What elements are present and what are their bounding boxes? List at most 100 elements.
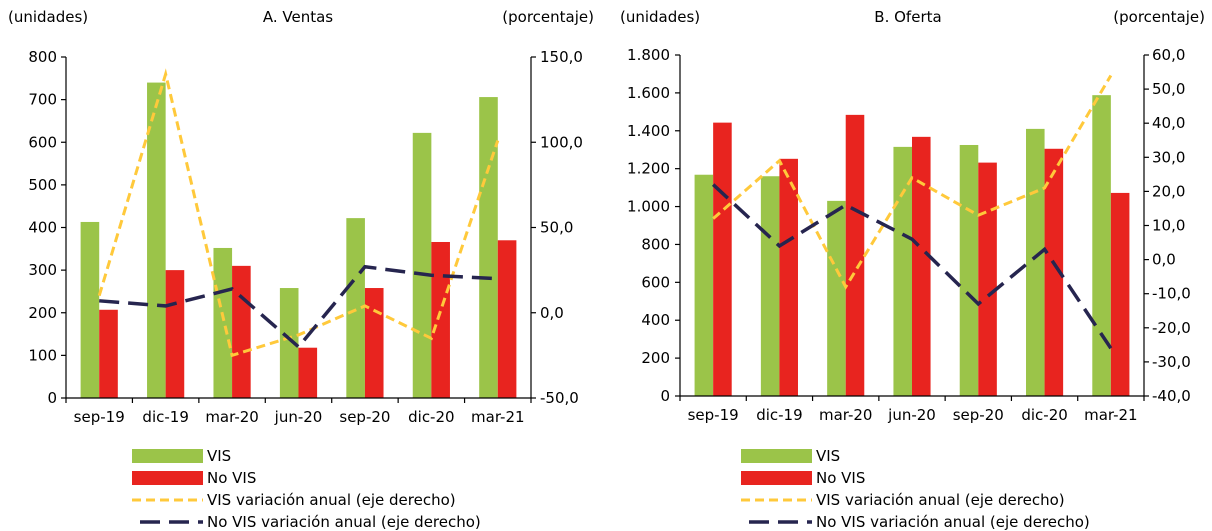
legend-swatch-novis [132, 471, 203, 485]
left-tick-label: 1.400 [627, 122, 670, 140]
left-tick-label: 600 [641, 273, 670, 291]
right-tick-label: 50,0 [540, 219, 573, 237]
legend-label-novis_line: No VIS variación anual (eje derecho) [816, 513, 1090, 531]
left-tick-label: 1.000 [627, 198, 670, 216]
bar-novis-jun-20 [912, 136, 931, 396]
x-tick-label: mar-21 [471, 408, 525, 426]
bar-novis-jun-20 [298, 347, 318, 398]
right-tick-label: 150,0 [540, 48, 583, 66]
right-tick-label: -40,0 [1152, 387, 1191, 405]
legend-label-novis: No VIS [207, 469, 256, 487]
left-tick-label: 400 [28, 219, 57, 237]
legend: VIS No VIS VIS variación anual (eje derech… [741, 447, 1090, 531]
legend-swatch-vis [741, 449, 812, 463]
right-tick-label: 30,0 [1152, 148, 1185, 166]
right-tick-label: 10,0 [1152, 217, 1185, 235]
right-tick-label: 40,0 [1152, 114, 1185, 132]
bar-vis-sep-20 [959, 144, 979, 396]
bar-vis-dic-20 [1026, 128, 1045, 396]
bar-vis-dic-19 [760, 176, 780, 396]
legend-label-novis: No VIS [816, 469, 865, 487]
bar-vis-mar-21 [479, 97, 498, 398]
right-axis-unit-label: (porcentaje) [502, 8, 594, 26]
line-novis-variacion [99, 264, 498, 350]
legend-label-vis: VIS [816, 447, 840, 465]
x-tick-label: dic-20 [408, 408, 454, 426]
bar-novis-mar-21 [1110, 192, 1130, 396]
right-tick-label: -10,0 [1152, 285, 1191, 303]
right-tick-label: 50,0 [1152, 80, 1185, 98]
bar-vis-mar-20 [827, 200, 846, 396]
x-tick-label: jun-20 [887, 406, 936, 424]
left-tick-label: 500 [28, 176, 57, 194]
bar-novis-dic-20 [1044, 148, 1064, 396]
left-tick-label: 1.600 [627, 84, 670, 102]
left-tick-label: 0 [47, 389, 57, 407]
right-tick-label: -20,0 [1152, 319, 1191, 337]
bar-novis-sep-20 [978, 162, 997, 396]
right-tick-label: 0,0 [540, 304, 564, 322]
legend-label-vis: VIS [207, 447, 231, 465]
bar-vis-sep-20 [346, 218, 365, 398]
bar-vis-dic-19 [147, 82, 166, 398]
right-tick-label: 0,0 [1152, 251, 1176, 269]
right-tick-label: 60,0 [1152, 46, 1185, 64]
chart-title: A. Ventas [263, 8, 333, 26]
bar-novis-dic-20 [431, 241, 450, 398]
legend-swatch-vis [132, 449, 203, 463]
right-tick-label: -50,0 [540, 389, 579, 407]
bar-vis-sep-19 [694, 174, 714, 396]
left-tick-label: 700 [28, 91, 57, 109]
bar-vis-sep-19 [80, 221, 100, 398]
left-tick-label: 0 [660, 387, 670, 405]
bar-vis-dic-20 [412, 132, 432, 398]
left-axis-unit-label: (unidades) [8, 8, 88, 26]
bar-vis-mar-21 [1092, 95, 1111, 396]
x-tick-label: mar-21 [1084, 406, 1138, 424]
left-tick-label: 200 [641, 349, 670, 367]
x-tick-label: dic-20 [1021, 406, 1067, 424]
left-tick-label: 400 [641, 311, 670, 329]
bar-vis-jun-20 [279, 288, 299, 398]
legend-label-novis_line: No VIS variación anual (eje derecho) [207, 513, 481, 531]
legend-swatch-novis [741, 471, 812, 485]
x-tick-label: sep-19 [688, 406, 739, 424]
chart-title: B. Oferta [874, 8, 941, 26]
left-tick-label: 200 [28, 304, 57, 322]
x-tick-label: sep-19 [74, 408, 125, 426]
bar-vis-mar-20 [213, 247, 233, 398]
bar-novis-mar-20 [232, 265, 251, 398]
left-tick-label: 300 [28, 261, 57, 279]
bar-novis-sep-19 [99, 309, 118, 398]
left-tick-label: 1.200 [627, 160, 670, 178]
x-tick-label: dic-19 [756, 406, 802, 424]
legend-label-vis_line: VIS variación anual (eje derecho) [207, 491, 456, 509]
right-tick-label: 20,0 [1152, 182, 1185, 200]
line-vis-variacion [712, 74, 1113, 290]
left-tick-label: 100 [28, 346, 57, 364]
bar-novis-dic-19 [779, 158, 798, 396]
right-tick-label: -30,0 [1152, 353, 1191, 371]
bar-vis-jun-20 [893, 146, 912, 396]
x-tick-label: mar-20 [205, 408, 259, 426]
left-tick-label: 1.800 [627, 46, 670, 64]
left-tick-label: 600 [28, 133, 57, 151]
chart-panel-ventas: (unidades) A. Ventas (porcentaje) 0 100 200 30… [8, 8, 594, 531]
bar-novis-sep-19 [713, 122, 732, 397]
legend-label-vis_line: VIS variación anual (eje derecho) [816, 491, 1065, 509]
right-axis-unit-label: (porcentaje) [1113, 8, 1205, 26]
left-tick-label: 800 [641, 235, 670, 253]
line-vis-variacion [97, 68, 500, 358]
right-tick-label: 100,0 [540, 133, 583, 151]
x-tick-label: sep-20 [339, 408, 390, 426]
x-tick-label: sep-20 [953, 406, 1004, 424]
bar-novis-sep-20 [364, 288, 384, 398]
bar-novis-mar-20 [845, 114, 865, 396]
x-tick-label: jun-20 [274, 408, 323, 426]
x-tick-label: dic-19 [142, 408, 188, 426]
legend: VIS No VIS VIS variación anual (eje derech… [132, 447, 481, 531]
chart-panel-oferta: (unidades) B. Oferta (porcentaje) 0 200 400 60… [620, 8, 1205, 531]
left-axis-unit-label: (unidades) [620, 8, 700, 26]
bar-novis-dic-19 [165, 270, 185, 398]
